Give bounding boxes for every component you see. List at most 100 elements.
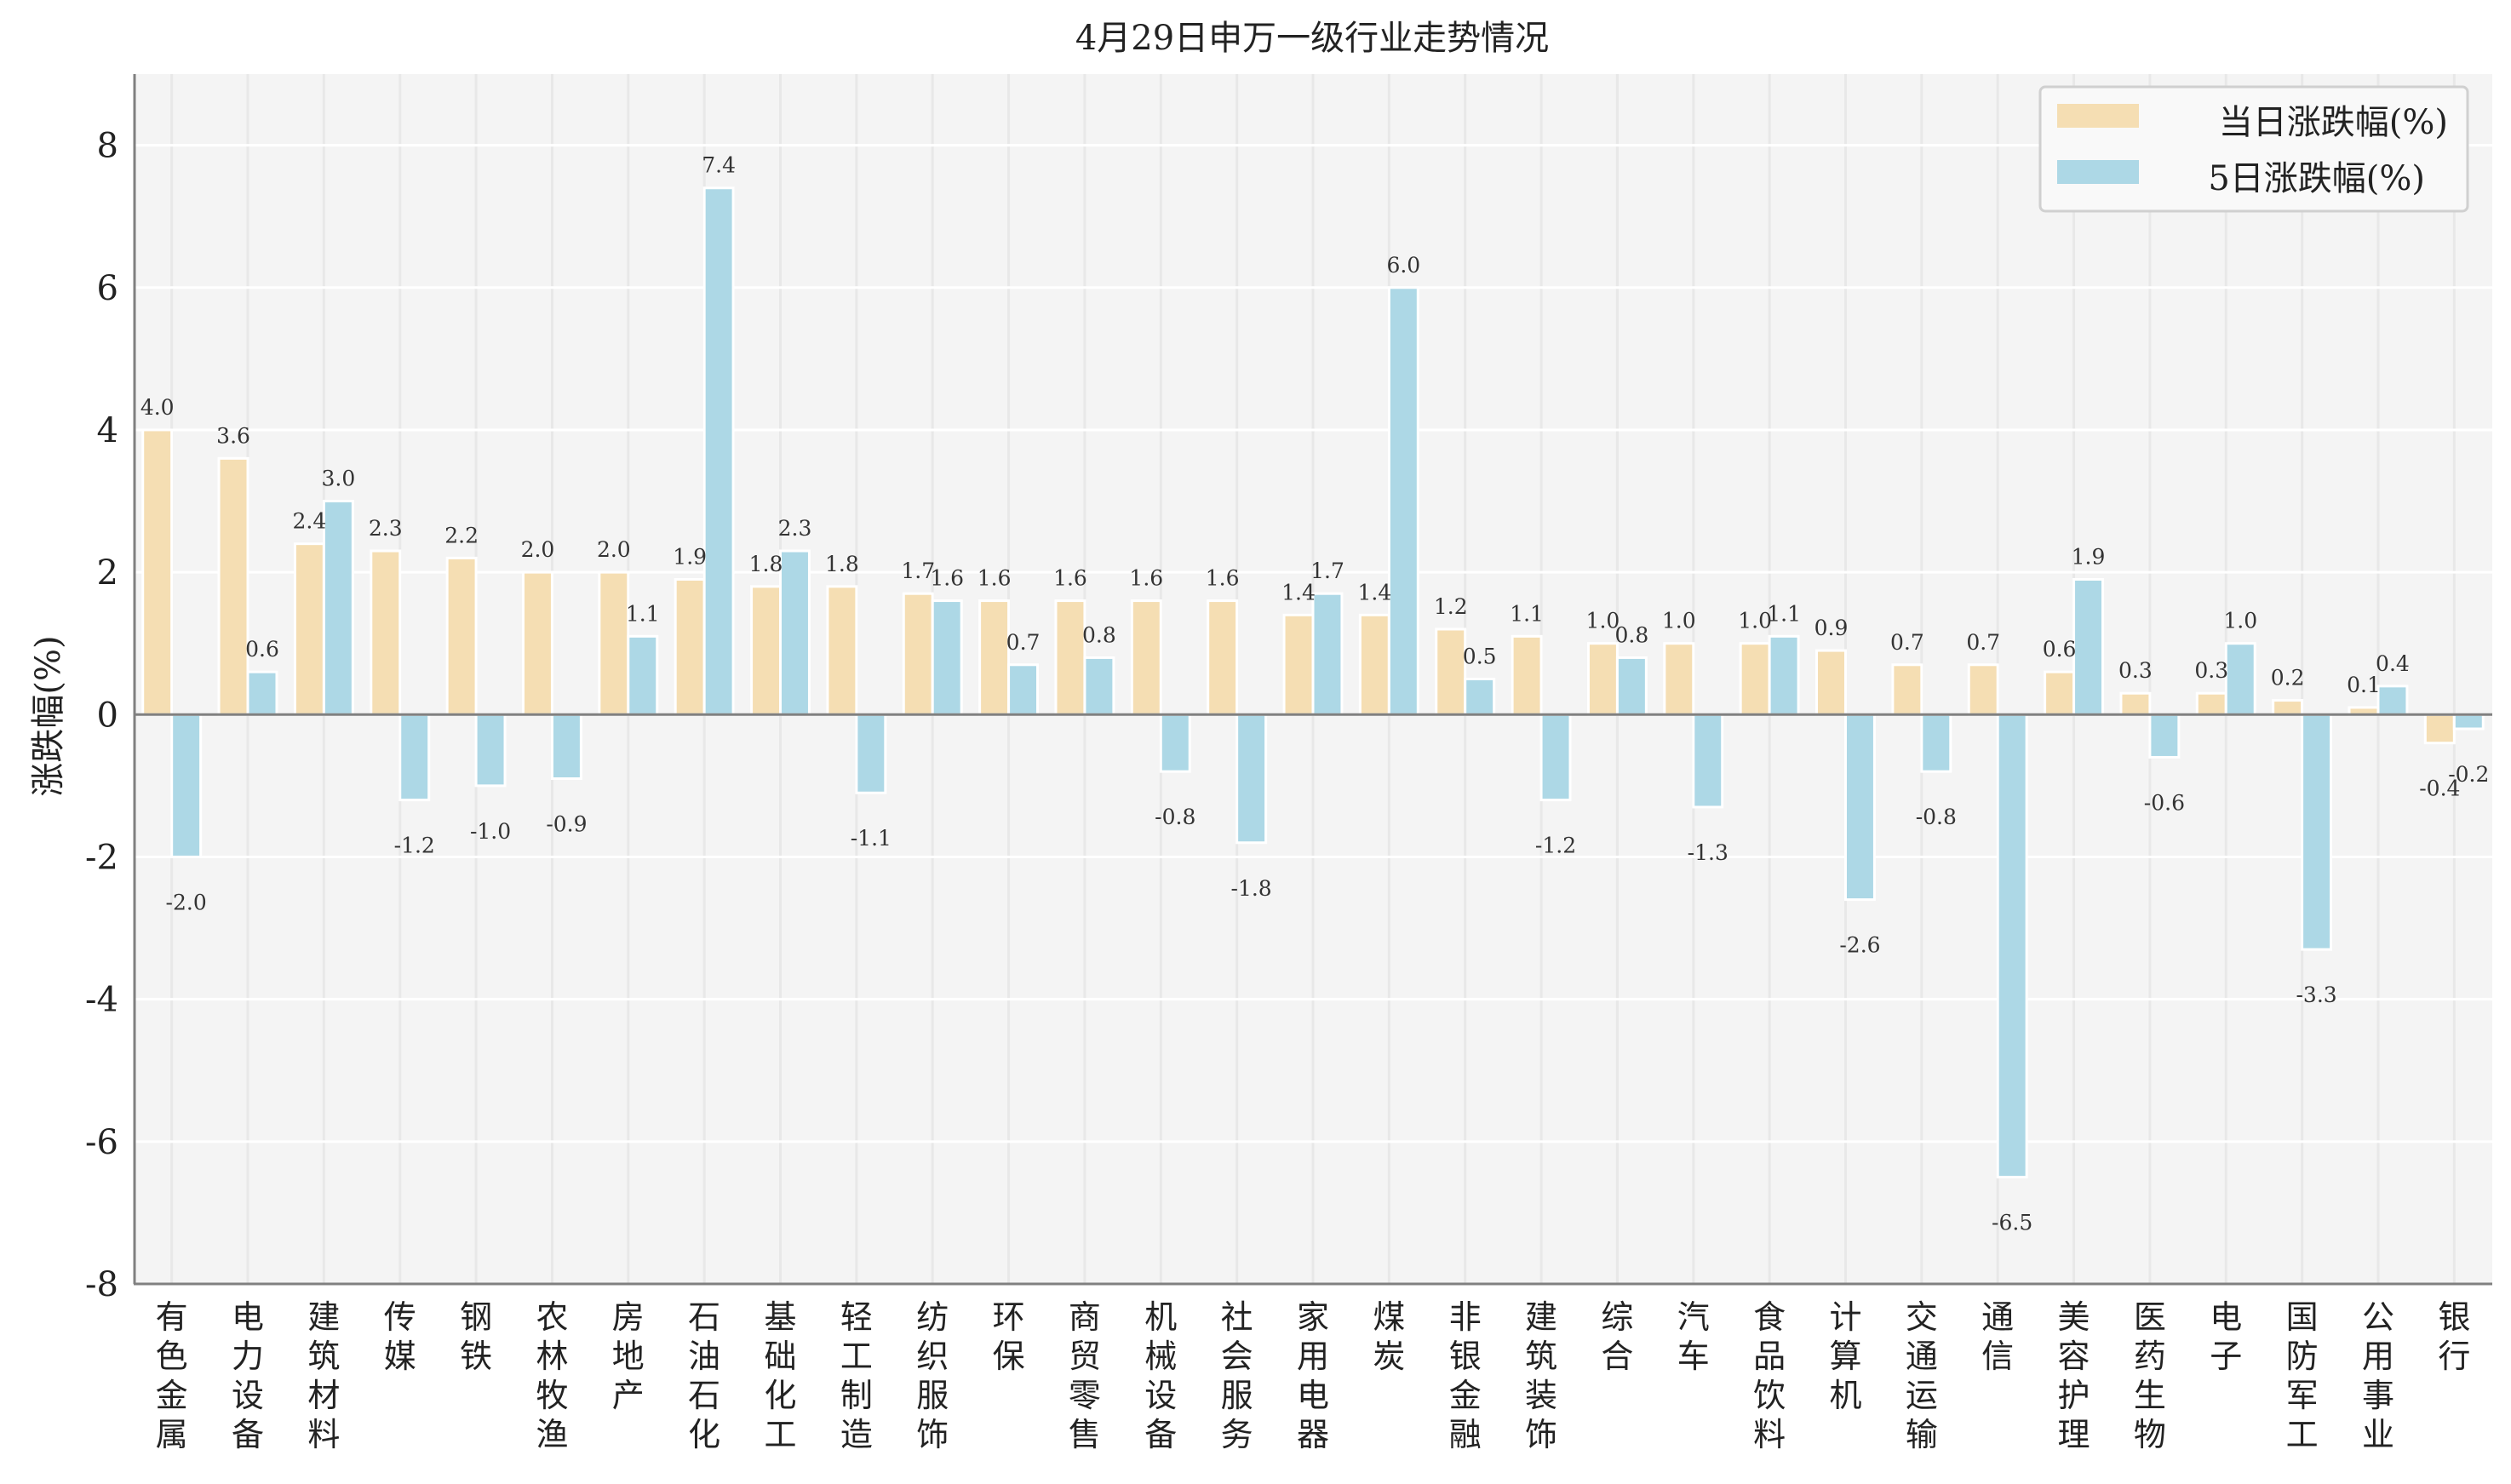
data-label: 0.2 [2271,666,2305,690]
x-category-label: 药 [2134,1338,2166,1375]
x-category-label: 社 [1221,1298,1253,1336]
bar-day [2195,691,2227,716]
x-category-label: 食 [1753,1298,1786,1336]
x-category-label: 饰 [916,1416,949,1453]
x-category-label: 品 [1753,1338,1786,1375]
x-category-label: 建 [307,1298,340,1336]
data-label: -1.2 [394,834,435,858]
x-category-label: 石 [688,1298,720,1336]
y-tick-label: 2 [97,553,118,593]
x-category-label: 零 [1069,1377,1101,1414]
bar-day [1815,649,1847,716]
data-label: 3.6 [216,423,250,448]
bar-5day [1007,663,1040,716]
bar-5day [1235,713,1268,845]
x-category-label: 造 [840,1416,873,1453]
chart-title: 4月29日申万一级行业走势情况 [1075,19,1549,58]
bar-day [370,549,402,716]
data-label: 1.8 [825,552,859,576]
data-label: 0.7 [1890,630,1924,655]
y-tick-label: -6 [85,1123,118,1162]
data-label: 0.6 [245,637,279,662]
data-label: 1.1 [626,601,660,626]
bar-day [1054,599,1086,716]
x-category-label: 筑 [307,1338,340,1375]
data-label: -1.1 [851,826,891,851]
x-category-label: 物 [2134,1416,2166,1453]
bar-5day [1311,592,1344,716]
data-label: 7.4 [702,153,736,178]
bar-5day [702,186,735,716]
x-category-label: 农 [536,1298,568,1336]
x-category-label: 基 [765,1298,797,1336]
x-category-label: 饮 [1753,1377,1786,1414]
y-axis-label: 涨跌幅(%) [29,635,68,796]
bar-5day [931,599,963,716]
data-label: -1.8 [1231,876,1272,901]
data-label: 1.9 [673,544,707,569]
x-category-label: 机 [1144,1298,1177,1336]
bar-5day [1996,713,2028,1179]
x-category-label: 车 [1677,1338,1710,1375]
bar-5day [2301,713,2333,951]
x-category-label: 国 [2286,1298,2319,1336]
data-label: -2.0 [166,890,207,914]
bar-day [2119,691,2152,716]
bar-day [674,577,706,716]
bar-5day [2224,642,2256,716]
x-category-label: 林 [536,1338,568,1375]
legend-label-day: 当日涨跌幅(%) [2219,103,2448,142]
bar-5day [1920,713,1952,773]
x-category-label: 设 [1144,1377,1177,1414]
data-label: 6.0 [1386,253,1420,278]
x-category-label: 美 [2058,1298,2090,1336]
x-category-label: 石 [688,1377,720,1414]
data-label: 2.3 [778,516,812,541]
bar-day [2044,670,2076,716]
bar-day [1586,642,1619,716]
bar-5day [1464,678,1496,716]
data-label: -0.8 [1916,805,1957,829]
bar-day [1207,599,1239,716]
x-category-label: 轻 [840,1298,873,1336]
data-label: 0.1 [2347,673,2381,697]
legend-box [2038,85,2469,213]
bar-day [1511,634,1543,716]
data-label: 2.0 [521,537,555,562]
x-category-label: 地 [612,1338,645,1375]
data-label: 2.4 [293,509,327,534]
x-category-label: 信 [1981,1338,2014,1375]
data-label: 0.6 [2043,637,2077,662]
x-category-label: 合 [1601,1338,1633,1375]
data-label: -0.8 [1155,805,1195,829]
x-category-label: 料 [1753,1416,1786,1453]
legend: 当日涨跌幅(%) 5日涨跌幅(%) [2038,85,2469,213]
bar-5day [1692,713,1724,809]
x-category-label: 公 [2362,1298,2394,1336]
x-category-label: 务 [1221,1416,1253,1453]
bar-day [1358,613,1390,716]
bar-5day [1083,656,1115,716]
data-label: -1.0 [470,819,511,844]
data-label: 0.4 [2376,651,2410,676]
x-category-label: 煤 [1373,1298,1405,1336]
x-category-label: 建 [1525,1298,1557,1336]
x-category-label: 运 [1906,1377,1938,1414]
x-category-label: 通 [1906,1338,1938,1375]
data-label: 0.7 [1006,630,1041,655]
bar-day [141,428,174,716]
bar-5day [1539,713,1572,802]
data-label: 0.8 [1615,622,1649,647]
bar-5day [1615,656,1648,716]
x-category-label: 军 [2286,1377,2319,1414]
bar-5day [779,549,811,716]
data-label: 1.1 [1767,601,1801,626]
x-category-label: 传 [384,1298,416,1336]
y-tick-label: -2 [85,838,118,877]
y-tick-label: -4 [85,981,118,1020]
x-category-label: 工 [2286,1416,2319,1453]
data-label: 1.9 [2072,544,2106,569]
data-label: 1.4 [1281,580,1316,604]
x-category-label: 保 [993,1338,1025,1375]
bar-day [293,542,325,716]
